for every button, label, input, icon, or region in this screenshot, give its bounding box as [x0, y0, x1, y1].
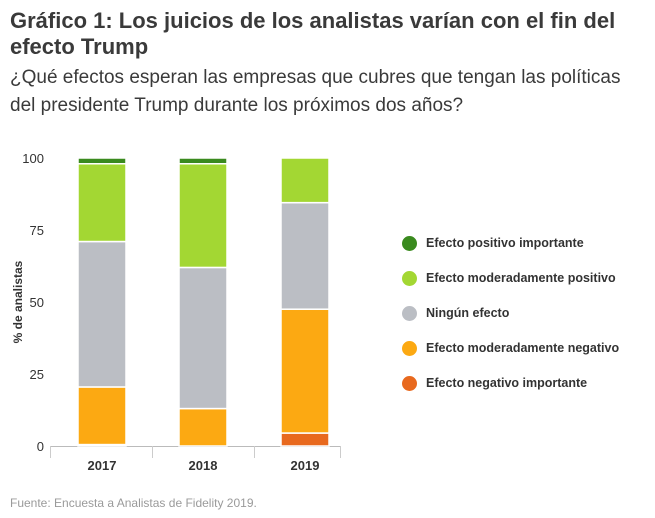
- legend-swatch: [402, 306, 417, 321]
- legend-swatch: [402, 271, 417, 286]
- y-tick-label: 100: [22, 151, 44, 166]
- bar-segment: [280, 432, 330, 447]
- bar-segment: [280, 308, 330, 434]
- legend-item: Efecto positivo importante: [402, 234, 619, 269]
- legend-item: Efecto moderadamente positivo: [402, 269, 619, 304]
- legend-item: Ningún efecto: [402, 304, 619, 339]
- bar-segment: [178, 266, 228, 410]
- x-tick-label: 2019: [291, 458, 320, 473]
- source-note: Fuente: Encuesta a Analistas de Fidelity…: [10, 496, 257, 510]
- legend-label: Efecto negativo importante: [426, 376, 588, 390]
- legend-item: Efecto moderadamente negativo: [402, 339, 619, 374]
- y-tick-label: 75: [30, 223, 44, 238]
- legend-label: Ningún efecto: [426, 306, 510, 320]
- y-tick-label: 25: [30, 367, 44, 382]
- chart-subtitle: ¿Qué efectos esperan las empresas que cu…: [10, 67, 621, 116]
- x-tick-label: 2018: [189, 458, 218, 473]
- x-tick-label: 2017: [88, 458, 117, 473]
- bar-segment: [178, 157, 228, 165]
- bar-segment: [178, 163, 228, 269]
- bar-segment: [178, 407, 228, 447]
- legend-label: Efecto moderadamente positivo: [426, 271, 616, 285]
- bar-segment: [77, 240, 127, 388]
- legend-swatch: [402, 236, 417, 251]
- legend-swatch: [402, 376, 417, 391]
- bar-segment: [280, 201, 330, 310]
- y-tick-label: 50: [30, 295, 44, 310]
- y-tick-label: 0: [37, 439, 44, 454]
- y-axis-label: % de analistas: [11, 260, 25, 343]
- chart-title: Gráfico 1: Los juicios de los analistas …: [10, 8, 616, 59]
- legend-label: Efecto positivo importante: [426, 236, 584, 250]
- bar-segment: [77, 157, 127, 165]
- legend-label: Efecto moderadamente negativo: [426, 341, 620, 355]
- bar-segment: [77, 163, 127, 243]
- legend-swatch: [402, 341, 417, 356]
- bar-segment: [280, 157, 330, 204]
- legend: Efecto positivo importante Efecto moderad…: [402, 234, 619, 409]
- bar-segment: [77, 386, 127, 446]
- legend-item: Efecto negativo importante: [402, 374, 619, 409]
